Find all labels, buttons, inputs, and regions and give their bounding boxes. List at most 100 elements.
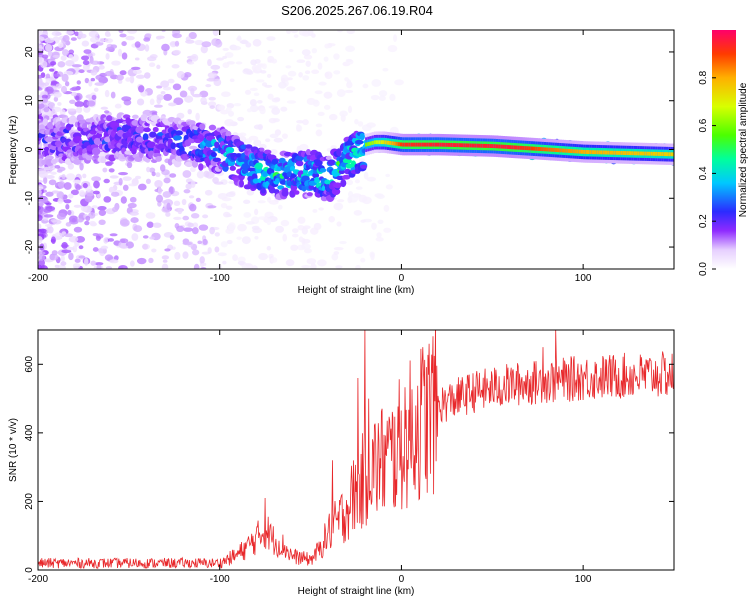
spectrogram-cell bbox=[376, 232, 382, 238]
spectrogram-cell bbox=[172, 83, 182, 91]
spectrogram-cell bbox=[313, 222, 322, 231]
spectrogram-cell bbox=[277, 204, 283, 210]
spectrogram-cell bbox=[324, 71, 333, 80]
spectrogram-cell bbox=[183, 189, 191, 194]
spectrogram-cell bbox=[237, 260, 245, 266]
spectrogram-cell bbox=[143, 72, 151, 79]
spectrogram-cell bbox=[142, 243, 149, 250]
spectrogram-cell bbox=[239, 40, 249, 44]
spectrogram-cell bbox=[143, 37, 151, 42]
spectrogram-cell bbox=[225, 106, 232, 113]
spectrogram-cell bbox=[96, 264, 102, 269]
spectrogram-cell bbox=[84, 77, 90, 84]
spectrogram-cell bbox=[166, 202, 171, 211]
spectrogram-cell bbox=[106, 115, 113, 122]
spectrogram-cell bbox=[241, 236, 251, 245]
spectrogram-cell bbox=[333, 246, 344, 251]
spectrogram-cell bbox=[235, 61, 243, 65]
spectrogram-cell bbox=[663, 152, 667, 157]
spectrogram-cell bbox=[146, 221, 154, 228]
spectrogram-cell bbox=[428, 142, 431, 147]
spectrogram-cell bbox=[120, 245, 129, 249]
spectrogram-cell bbox=[198, 163, 204, 171]
spectrogram-cell bbox=[151, 248, 157, 253]
spectrogram-cell bbox=[148, 257, 154, 264]
spectrogram-cell bbox=[223, 211, 231, 218]
spectrogram-cell bbox=[105, 53, 110, 60]
spectrogram-cell bbox=[174, 251, 181, 260]
spectrogram-cell bbox=[52, 54, 60, 58]
spectrogram-cell bbox=[132, 114, 139, 119]
spectrogram-cell bbox=[183, 227, 193, 232]
spectrogram-cell bbox=[546, 147, 549, 152]
spectrogram-cell bbox=[135, 74, 146, 79]
spectrogram-cell bbox=[631, 151, 634, 156]
spectrogram-cell bbox=[506, 145, 510, 149]
spectrogram-cell bbox=[133, 225, 143, 233]
spectrogram-cell bbox=[346, 179, 354, 186]
spectrogram-cell bbox=[90, 60, 101, 65]
spectrogram-cell bbox=[188, 145, 198, 150]
spectrogram-cell bbox=[78, 255, 86, 259]
spectrogram-cell bbox=[104, 110, 110, 114]
spectrogram-cell bbox=[173, 216, 182, 220]
y-tick-label: 600 bbox=[24, 356, 35, 373]
spectrogram-cell bbox=[367, 142, 370, 146]
spectrogram-cell bbox=[312, 208, 318, 213]
spectrogram-cell bbox=[552, 147, 556, 152]
spectrogram-cell bbox=[74, 31, 79, 37]
spectrogram-cell bbox=[110, 91, 116, 99]
spectrogram-cell bbox=[376, 194, 385, 200]
spectrogram-cell bbox=[89, 220, 96, 225]
spectrogram-cell bbox=[302, 119, 309, 126]
colorbar: 0.0 0.2 0.4 0.6 0.8 Normalized spectral ampl… bbox=[698, 30, 749, 276]
spectrogram-cell bbox=[83, 105, 91, 113]
spectrogram-cell bbox=[201, 262, 207, 267]
spectrogram-cell bbox=[570, 149, 573, 154]
spectrogram-cell bbox=[565, 148, 569, 153]
spectrogram-cell bbox=[163, 93, 173, 101]
spectrogram-cell bbox=[264, 84, 273, 88]
spectrogram-cell bbox=[110, 191, 120, 197]
spectrogram-cell bbox=[98, 65, 105, 70]
spectrogram-cell bbox=[461, 143, 464, 148]
spectrogram-cell bbox=[169, 186, 174, 195]
spectrogram-cell bbox=[149, 236, 155, 240]
spectrogram-cell bbox=[236, 236, 242, 240]
snr-y-axis-label: SNR (10 * v/v) bbox=[8, 418, 19, 482]
spectrogram-cell bbox=[173, 97, 184, 106]
spectrogram-cell bbox=[53, 73, 61, 78]
spectrogram-cell bbox=[615, 150, 619, 155]
spectrogram-cell bbox=[78, 69, 85, 74]
spectrogram-cell bbox=[292, 228, 299, 234]
spectrogram-cell bbox=[65, 60, 75, 67]
spectrogram-cell bbox=[301, 49, 311, 56]
spectrogram-cell bbox=[437, 142, 440, 147]
spectrogram-cell bbox=[587, 150, 591, 155]
spectrogram-cell bbox=[622, 151, 625, 155]
spectrogram-cell bbox=[45, 175, 55, 179]
spectrogram-cell bbox=[285, 65, 292, 69]
spectrogram-cell bbox=[271, 158, 279, 165]
spectrogram-cell bbox=[383, 204, 390, 212]
spectrogram-cell bbox=[469, 143, 473, 148]
spectrogram-cell bbox=[45, 73, 51, 80]
spectrogram-cell bbox=[45, 155, 54, 160]
spectrogram-cell bbox=[126, 161, 133, 169]
spectrogram-cell bbox=[157, 187, 163, 195]
spectrogram-cell bbox=[290, 30, 298, 34]
spectrogram-cell bbox=[38, 196, 49, 203]
spectrogram-cell bbox=[393, 141, 397, 146]
spectrogram-cell bbox=[61, 249, 72, 254]
spectrogram-cell bbox=[369, 141, 373, 146]
spectrogram-cell bbox=[173, 200, 181, 207]
spectrogram-cell bbox=[71, 217, 76, 223]
spectrogram-cell bbox=[338, 169, 346, 175]
spectrogram-cell bbox=[112, 206, 119, 213]
spectrogram-cell bbox=[423, 142, 427, 147]
spectrogram-cell bbox=[104, 254, 114, 261]
spectrogram-cell bbox=[209, 105, 216, 109]
spectrogram-cell bbox=[311, 69, 320, 75]
spectrogram-cell bbox=[574, 149, 578, 154]
spectrogram-cell bbox=[92, 232, 99, 237]
